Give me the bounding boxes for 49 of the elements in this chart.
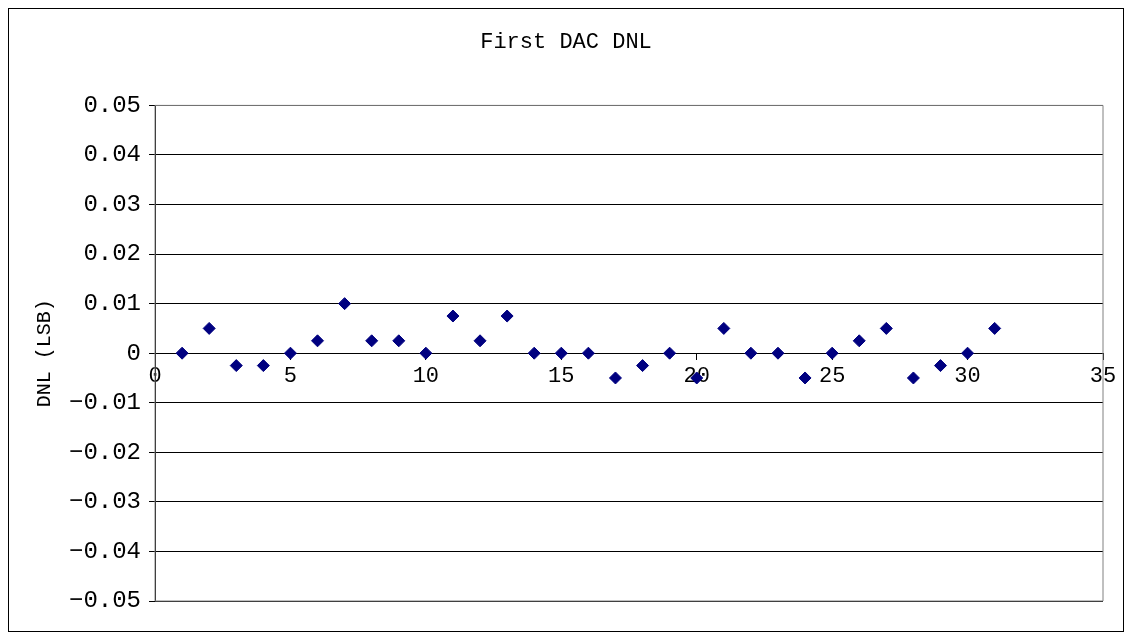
y-axis-title: DNL (LSB) [33,299,57,408]
point [961,346,975,360]
point [365,334,379,348]
point [202,321,216,335]
y-tick-label: −0.04 [69,537,142,565]
point [744,346,758,360]
point [906,371,920,385]
point [338,297,352,311]
x-tick-label: 25 [818,364,846,390]
point [283,346,297,360]
x-tick-label: 5 [283,364,298,390]
x-tick-label: 30 [954,364,981,390]
point [446,309,460,323]
y-tick-label: 0.01 [83,290,142,317]
chart-title: First DAC DNL [480,30,652,56]
point [663,346,677,360]
x-tick-label: 10 [412,364,440,390]
point [500,309,514,323]
y-tick-label: −0.02 [69,438,142,466]
point [717,321,731,335]
point [933,359,947,373]
point [581,346,595,360]
y-tick-label: −0.03 [69,488,142,516]
point [636,359,650,373]
point [175,346,189,360]
y-tick-label: −0.05 [69,587,142,615]
point [852,334,866,348]
point [473,334,487,348]
x-tick-label: 35 [1089,364,1117,390]
point [988,321,1002,335]
point [419,346,433,360]
point [879,321,893,335]
point [825,346,839,360]
point [608,371,622,385]
point [229,359,243,373]
x-tick-label: 15 [548,364,575,390]
point [527,346,541,360]
y-tick-label: 0.03 [83,190,142,218]
point [771,346,785,360]
point [798,371,812,385]
point [256,359,270,373]
point [311,334,325,348]
point [392,334,406,348]
y-tick-label: 0.05 [83,91,142,119]
point [554,346,568,360]
y-tick-label: −0.01 [69,389,142,417]
y-tick-label: 0.04 [83,141,142,169]
y-tick-label: 0 [126,339,142,367]
y-tick-label: 0.02 [83,240,142,268]
